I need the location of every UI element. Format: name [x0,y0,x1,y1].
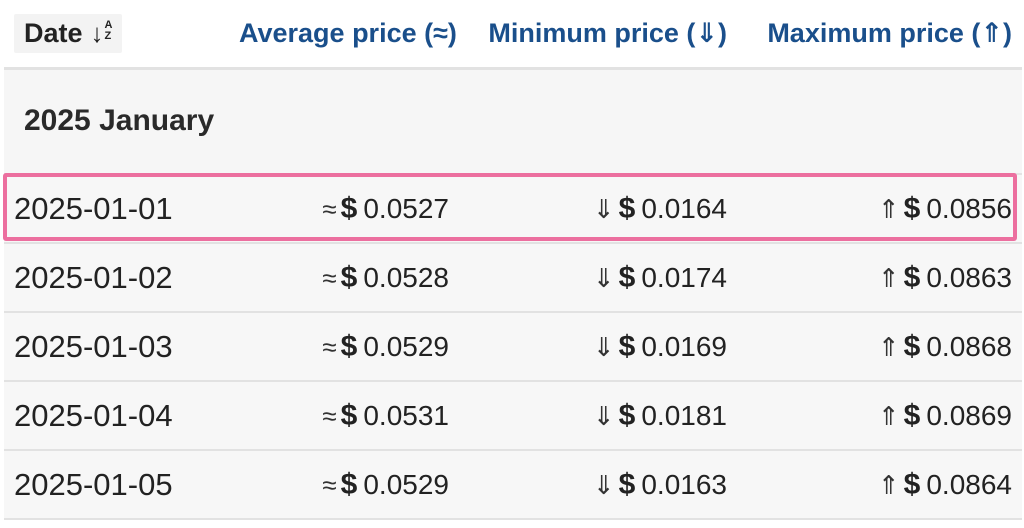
date-sort-button[interactable]: Date ↓ A Z [14,13,123,53]
row-maximum-price: ⇑ $0.0863 [737,243,1022,313]
double-arrow-down-icon: ⇓ [592,193,615,224]
row-date: 2025-01-05 [4,450,229,520]
average-value: 0.0531 [363,399,449,431]
currency-symbol: $ [903,191,921,225]
table-row[interactable]: 2025-01-05 ≈ $0.0529 ⇓ $0.0163 ⇑ $0.0864 [4,450,1022,520]
row-date: 2025-01-03 [4,312,229,382]
table-row[interactable]: 2025-01-04 ≈ $0.0531 ⇓ $0.0181 ⇑ $0.0869 [4,381,1022,451]
minimum-value: 0.0174 [641,261,727,293]
row-average-price: ≈ $0.0529 [229,450,459,520]
maximum-price-column-header[interactable]: Maximum price (⇑) [737,0,1022,70]
date-header-label: Date [24,17,83,48]
maximum-value: 0.0868 [926,330,1012,362]
average-value: 0.0529 [363,468,449,500]
table-row[interactable]: 2025-01-01 ≈ $0.0527 ⇓ $0.0164 ⇑ $0.0856 [4,174,1022,244]
currency-symbol: $ [618,329,636,363]
currency-symbol: $ [340,467,358,501]
average-value: 0.0529 [363,330,449,362]
row-date: 2025-01-04 [4,381,229,451]
row-maximum-price: ⇑ $0.0864 [737,450,1022,520]
minimum-price-column-header[interactable]: Minimum price (⇓) [459,0,737,70]
maximum-value: 0.0863 [926,261,1012,293]
date-column-header[interactable]: Date ↓ A Z [4,0,229,70]
double-arrow-up-icon: ⇑ [877,469,900,500]
row-date: 2025-01-01 [4,174,229,244]
row-maximum-price: ⇑ $0.0869 [737,381,1022,451]
currency-symbol: $ [340,260,358,294]
month-group-label: 2025 January [4,68,1022,175]
currency-symbol: $ [618,467,636,501]
double-arrow-down-icon: ⇓ [592,331,615,362]
double-arrow-down-icon: ⇓ [592,400,615,431]
row-maximum-price: ⇑ $0.0856 [737,174,1022,244]
minimum-value: 0.0181 [641,399,727,431]
double-arrow-up-icon: ⇑ [877,331,900,362]
minimum-value: 0.0163 [641,468,727,500]
double-arrow-down-icon: ⇓ [592,262,615,293]
maximum-value: 0.0869 [926,399,1012,431]
double-arrow-up-icon: ⇑ [877,193,900,224]
row-minimum-price: ⇓ $0.0169 [459,312,737,382]
currency-symbol: $ [618,398,636,432]
approx-icon: ≈ [322,469,337,500]
sort-alpha-down-icon: ↓ A Z [90,18,113,49]
minimum-value: 0.0164 [641,192,727,224]
currency-symbol: $ [340,398,358,432]
row-minimum-price: ⇓ $0.0174 [459,243,737,313]
row-maximum-price: ⇑ $0.0868 [737,312,1022,382]
minimum-value: 0.0169 [641,330,727,362]
row-average-price: ≈ $0.0528 [229,243,459,313]
double-arrow-up-icon: ⇑ [877,262,900,293]
average-value: 0.0527 [363,192,449,224]
row-average-price: ≈ $0.0529 [229,312,459,382]
currency-symbol: $ [618,260,636,294]
currency-symbol: $ [903,398,921,432]
average-price-column-header[interactable]: Average price (≈) [229,0,459,70]
approx-icon: ≈ [322,400,337,431]
currency-symbol: $ [340,329,358,363]
maximum-value: 0.0856 [926,192,1012,224]
double-arrow-down-icon: ⇓ [592,469,615,500]
currency-symbol: $ [903,467,921,501]
row-minimum-price: ⇓ $0.0164 [459,174,737,244]
table-row[interactable]: 2025-01-03 ≈ $0.0529 ⇓ $0.0169 ⇑ $0.0868 [4,312,1022,382]
average-value: 0.0528 [363,261,449,293]
table-header-row: Date ↓ A Z Average price (≈) Minimum pri… [4,0,1022,70]
approx-icon: ≈ [322,331,337,362]
month-group-row: 2025 January [4,68,1022,175]
currency-symbol: $ [340,191,358,225]
double-arrow-up-icon: ⇑ [877,400,900,431]
approx-icon: ≈ [322,262,337,293]
approx-icon: ≈ [322,193,337,224]
row-minimum-price: ⇓ $0.0181 [459,381,737,451]
currency-symbol: $ [618,191,636,225]
row-average-price: ≈ $0.0527 [229,174,459,244]
row-average-price: ≈ $0.0531 [229,381,459,451]
row-date: 2025-01-02 [4,243,229,313]
price-table: Date ↓ A Z Average price (≈) Minimum pri… [4,0,1022,520]
currency-symbol: $ [903,260,921,294]
row-minimum-price: ⇓ $0.0163 [459,450,737,520]
table-row[interactable]: 2025-01-02 ≈ $0.0528 ⇓ $0.0174 ⇑ $0.0863 [4,243,1022,313]
currency-symbol: $ [903,329,921,363]
maximum-value: 0.0864 [926,468,1012,500]
